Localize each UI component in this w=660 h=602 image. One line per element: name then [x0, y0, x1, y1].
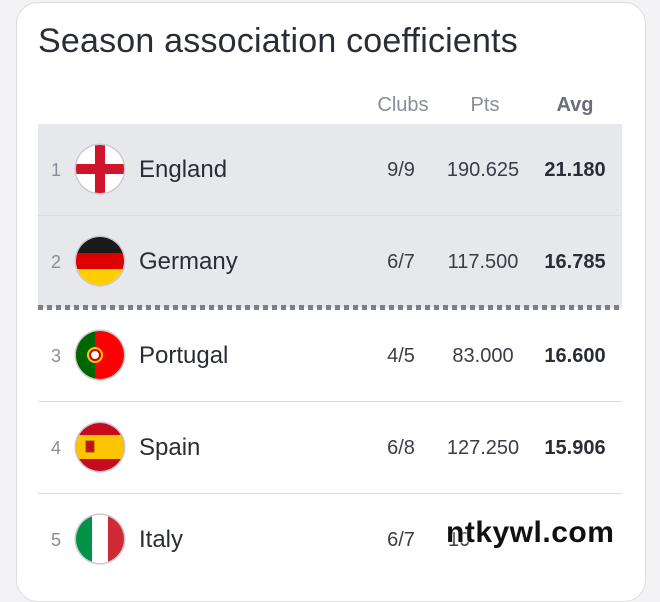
italy-flag-icon [76, 515, 124, 563]
country-name: Portugal [139, 342, 229, 369]
pts-value: 127.250 [446, 437, 520, 459]
rank: 5 [50, 530, 61, 550]
row-divider [38, 401, 622, 402]
pts-value: 83.000 [452, 345, 514, 367]
avg-value: 21.180 [544, 159, 606, 181]
clubs-value: 4/5 [387, 345, 415, 367]
clubs-value: 6/8 [387, 437, 415, 459]
table-row[interactable]: 2 Germany 6/7 117.500 16.785 [38, 216, 622, 308]
cutoff-divider [38, 305, 622, 310]
country-name: England [139, 156, 228, 183]
table-row[interactable]: 5 Italy 6/7 10 [38, 494, 622, 586]
column-header-pts[interactable]: Pts [470, 94, 500, 116]
pts-value: 190.625 [446, 159, 520, 181]
row-divider [38, 493, 622, 494]
country-name: Germany [139, 248, 238, 275]
row-divider [38, 215, 622, 216]
pts-value: 10 [448, 529, 471, 551]
spain-flag-icon [76, 423, 124, 471]
column-header-avg[interactable]: Avg [556, 94, 594, 116]
watermark: ntkywl.com [446, 516, 615, 549]
portugal-flag-icon [76, 331, 124, 379]
rank: 2 [50, 252, 61, 272]
pts-value: 117.500 [447, 251, 519, 273]
clubs-value: 6/7 [387, 529, 415, 551]
clubs-value: 9/9 [387, 159, 415, 181]
table-row[interactable]: 3 Portugal 4/5 83.000 16.600 [38, 310, 622, 402]
germany-flag-icon [76, 237, 124, 285]
rank: 1 [50, 160, 61, 180]
avg-value: 16.600 [544, 345, 606, 367]
table-row[interactable]: 1 England 9/9 190.625 21.180 [38, 124, 622, 216]
country-name: Spain [139, 434, 201, 461]
avg-value: 16.785 [544, 251, 606, 273]
page-title: Season association coefficients [38, 22, 518, 60]
table-row[interactable]: 4 Spain 6/8 127.250 15.906 [38, 402, 622, 494]
column-header-clubs[interactable]: Clubs [377, 94, 429, 116]
avg-value: 15.906 [544, 437, 606, 459]
rank: 3 [50, 346, 61, 366]
england-flag-icon [76, 145, 124, 193]
rank: 4 [50, 438, 61, 458]
country-name: Italy [139, 526, 184, 553]
clubs-value: 6/7 [387, 251, 415, 273]
